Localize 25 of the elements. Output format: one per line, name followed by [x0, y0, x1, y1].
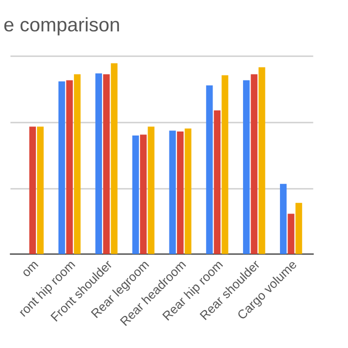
bar: [103, 74, 110, 254]
bar: [110, 63, 118, 254]
chart-title: e comparison: [4, 17, 119, 36]
bar: [148, 126, 154, 254]
bar: [184, 128, 192, 254]
bar: [280, 184, 287, 254]
bar: [176, 132, 184, 254]
bar: [29, 126, 36, 254]
bar: [66, 80, 73, 254]
x-tick-label: om: [22, 261, 39, 278]
bar: [37, 126, 44, 254]
bar: [214, 110, 221, 254]
bar: [295, 202, 302, 254]
bar: [58, 81, 66, 254]
bar: [222, 75, 228, 254]
bar: [132, 136, 139, 254]
bar: [243, 80, 250, 254]
bar: [250, 74, 258, 254]
bar: [258, 67, 266, 254]
bar: [74, 74, 81, 254]
bar: [169, 130, 176, 254]
bar: [95, 73, 102, 254]
bar: [206, 85, 213, 254]
bar: [288, 214, 294, 254]
bar: [140, 134, 147, 254]
